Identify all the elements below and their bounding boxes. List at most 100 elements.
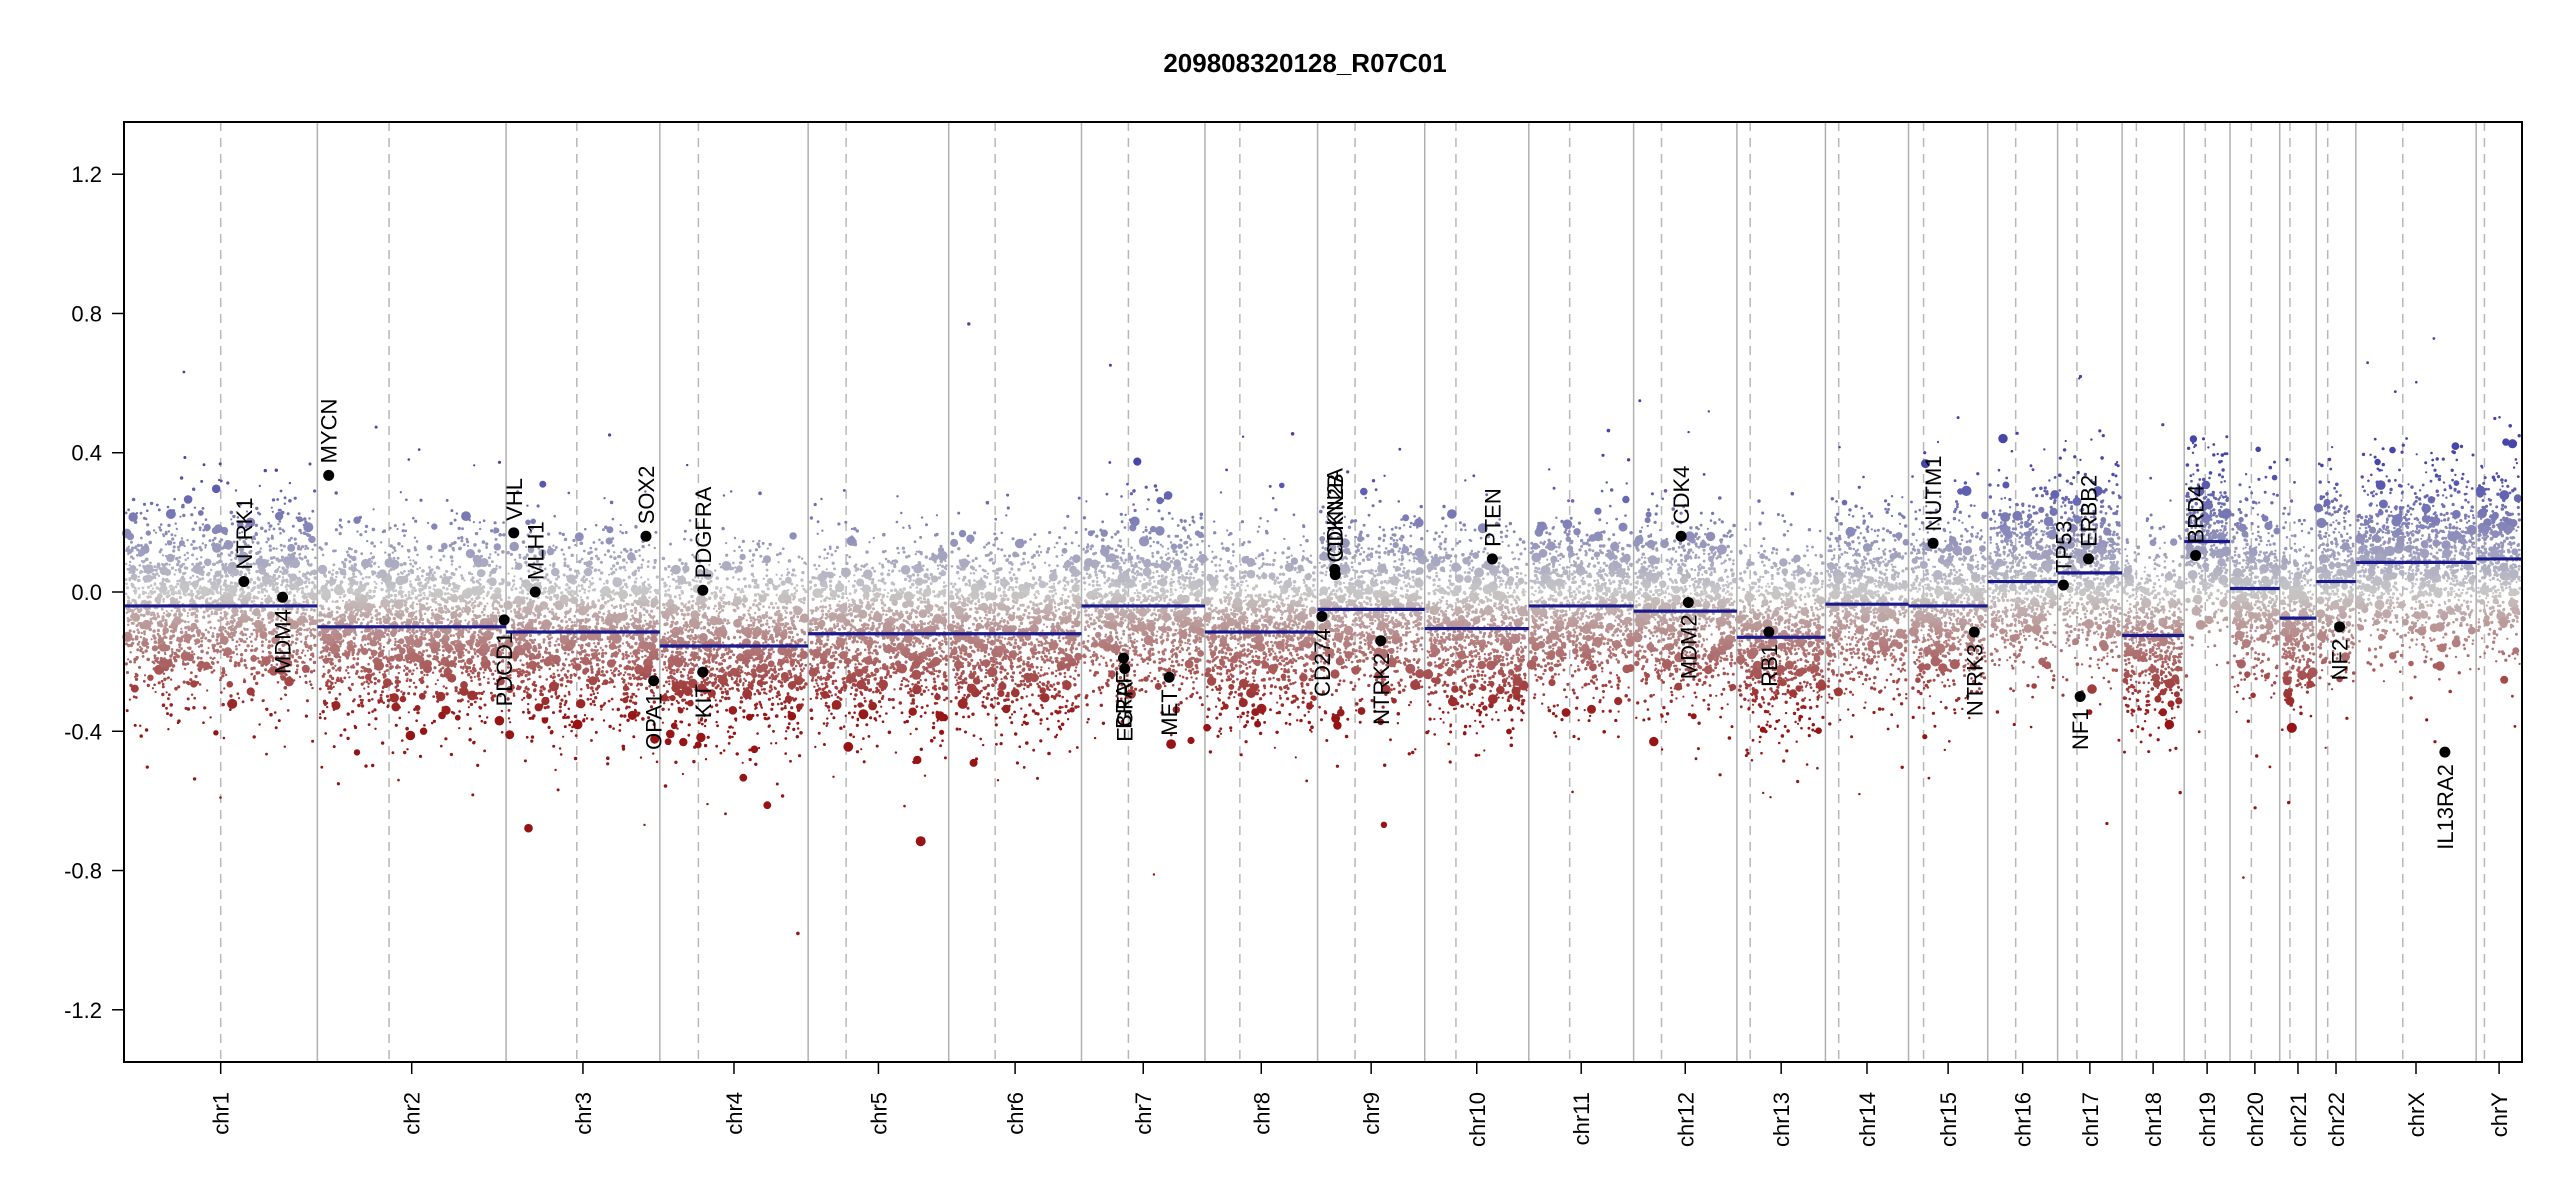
probe-point [140, 614, 143, 617]
probe-point [401, 610, 403, 612]
probe-point [519, 645, 522, 648]
probe-point [129, 699, 131, 701]
probe-point [381, 690, 384, 693]
probe-point [368, 563, 371, 566]
probe-point [401, 629, 404, 632]
probe-point [563, 564, 566, 567]
probe-point [601, 660, 605, 664]
probe-point [656, 575, 659, 578]
probe-point [616, 562, 619, 565]
probe-point [142, 591, 145, 594]
probe-point [339, 592, 343, 596]
probe-point [325, 600, 328, 603]
probe-point [352, 657, 355, 660]
probe-point [221, 631, 223, 633]
probe-point [518, 607, 522, 611]
probe-point [452, 678, 455, 681]
probe-point [230, 581, 233, 584]
probe-point [339, 519, 342, 522]
probe-point [391, 648, 394, 651]
probe-point [365, 668, 368, 671]
probe-point [449, 670, 452, 673]
probe-point [219, 796, 222, 799]
probe-point [447, 618, 450, 621]
probe-point [191, 528, 194, 531]
probe-point [125, 583, 128, 586]
probe-point [581, 558, 584, 561]
probe-point [262, 576, 271, 585]
probe-point [415, 596, 419, 600]
probe-point [391, 607, 393, 609]
probe-point [392, 751, 395, 754]
probe-point [572, 539, 575, 542]
probe-point [239, 595, 242, 598]
probe-point [206, 651, 209, 654]
probe-point [289, 579, 292, 582]
probe-point [296, 621, 299, 624]
probe-point [138, 622, 141, 625]
probe-point [428, 595, 430, 597]
probe-point [391, 683, 393, 685]
probe-point [168, 530, 170, 532]
probe-point [141, 632, 143, 634]
probe-point [162, 685, 165, 688]
probe-point [278, 719, 281, 722]
probe-point [452, 549, 455, 552]
probe-point [320, 766, 323, 769]
probe-point [368, 598, 370, 600]
probe-point [576, 699, 585, 708]
probe-point [442, 630, 445, 633]
probe-point [376, 622, 378, 624]
probe-point [130, 602, 132, 604]
probe-point [281, 579, 285, 583]
probe-point [378, 647, 382, 651]
probe-point [562, 553, 565, 556]
probe-point [557, 669, 559, 671]
probe-point [413, 587, 416, 590]
probe-point [409, 632, 411, 634]
probe-point [634, 665, 643, 674]
probe-point [207, 562, 210, 565]
probe-point [431, 617, 433, 619]
probe-point [415, 705, 421, 711]
probe-point [461, 647, 463, 649]
probe-point [325, 630, 327, 632]
probe-point [488, 556, 491, 559]
probe-point [368, 712, 371, 715]
probe-point [134, 520, 138, 524]
probe-point [408, 591, 411, 594]
probe-point [472, 576, 475, 579]
probe-point [488, 664, 490, 666]
probe-point [151, 612, 155, 616]
probe-point [166, 610, 168, 612]
probe-point [400, 576, 408, 584]
probe-point [540, 666, 543, 669]
probe-point [156, 612, 159, 615]
probe-point [407, 596, 410, 599]
probe-point [419, 678, 422, 681]
probe-point [647, 565, 650, 568]
probe-point [138, 596, 141, 599]
probe-point [184, 572, 187, 575]
probe-point [146, 612, 148, 614]
probe-point [322, 710, 325, 713]
probe-point [634, 612, 637, 615]
probe-point [244, 573, 247, 576]
probe-point [358, 584, 366, 592]
probe-point [407, 661, 409, 663]
probe-point [611, 680, 615, 684]
probe-point [223, 672, 225, 674]
chart-title: 209808320128_R07C01 [1163, 48, 1446, 78]
probe-point [526, 691, 529, 694]
probe-point [403, 599, 406, 602]
probe-point [162, 587, 165, 590]
probe-point [539, 693, 542, 696]
probe-point [158, 508, 161, 511]
probe-point [398, 680, 401, 683]
probe-point [332, 667, 335, 670]
probe-point [217, 619, 220, 622]
probe-point [595, 687, 598, 690]
probe-point [390, 568, 393, 571]
probe-point [476, 597, 479, 600]
probe-point [599, 578, 602, 581]
